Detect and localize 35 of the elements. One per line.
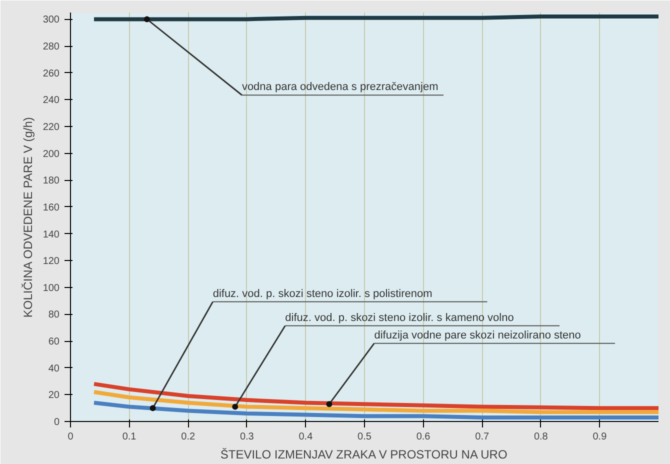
- y-tick-label: 20: [48, 390, 60, 402]
- y-tick-label: 40: [48, 363, 60, 374]
- line-series: [92, 390, 658, 414]
- x-tick-label: 0.5: [358, 432, 372, 442]
- y-tick-label: 260: [42, 68, 60, 80]
- y-tick-label: 80: [48, 310, 60, 321]
- x-tick-label: 0.1: [122, 432, 137, 442]
- x-tick-label: 0.3: [240, 432, 254, 442]
- y-tick-label: 0: [54, 417, 60, 428]
- annotation: difuz. vod. p. skozi steno izolir. s kameno volno: [285, 312, 514, 324]
- y-tick-label: 160: [42, 202, 60, 214]
- y-tick-label: 100: [42, 282, 60, 294]
- x-tick-label: 0.9: [592, 432, 608, 442]
- y-tick-label: 240: [42, 95, 60, 106]
- x-tick-label: 0.2: [181, 432, 196, 442]
- y-tick-label: 200: [42, 148, 60, 160]
- x-tick-label: 0: [68, 432, 74, 442]
- annotation: vodna para odvedena s prezračevanjem: [242, 81, 438, 94]
- y-tick-label: 120: [42, 256, 60, 268]
- y-axis-title: KOLIČINA ODVEDENE PARE V (g/h): [20, 117, 35, 318]
- y-tick-label: 180: [42, 176, 60, 187]
- x-axis-title: ŠTEVILO IZMENJAV ZRAKA V PROSTORU NA URO: [220, 448, 508, 462]
- y-tick-label: 140: [42, 229, 60, 240]
- x-tick-label: 0.7: [475, 432, 490, 442]
- x-tick-label: 0.6: [416, 432, 431, 442]
- y-tick-label: 220: [42, 122, 60, 133]
- y-tick-label: 300: [42, 14, 60, 26]
- y-tick-label: 280: [42, 42, 60, 53]
- line-series: [92, 382, 658, 410]
- x-tick-label: 0.8: [534, 432, 548, 442]
- y-tick-label: 60: [48, 336, 60, 348]
- annotation: difuzija vodne pare skozi neizolirano steno: [374, 329, 581, 342]
- annotation: difuz. vod. p. skozi steno izolir. s polistirenom: [212, 288, 432, 300]
- x-tick-label: 0.4: [298, 432, 314, 442]
- line-series: [92, 400, 658, 420]
